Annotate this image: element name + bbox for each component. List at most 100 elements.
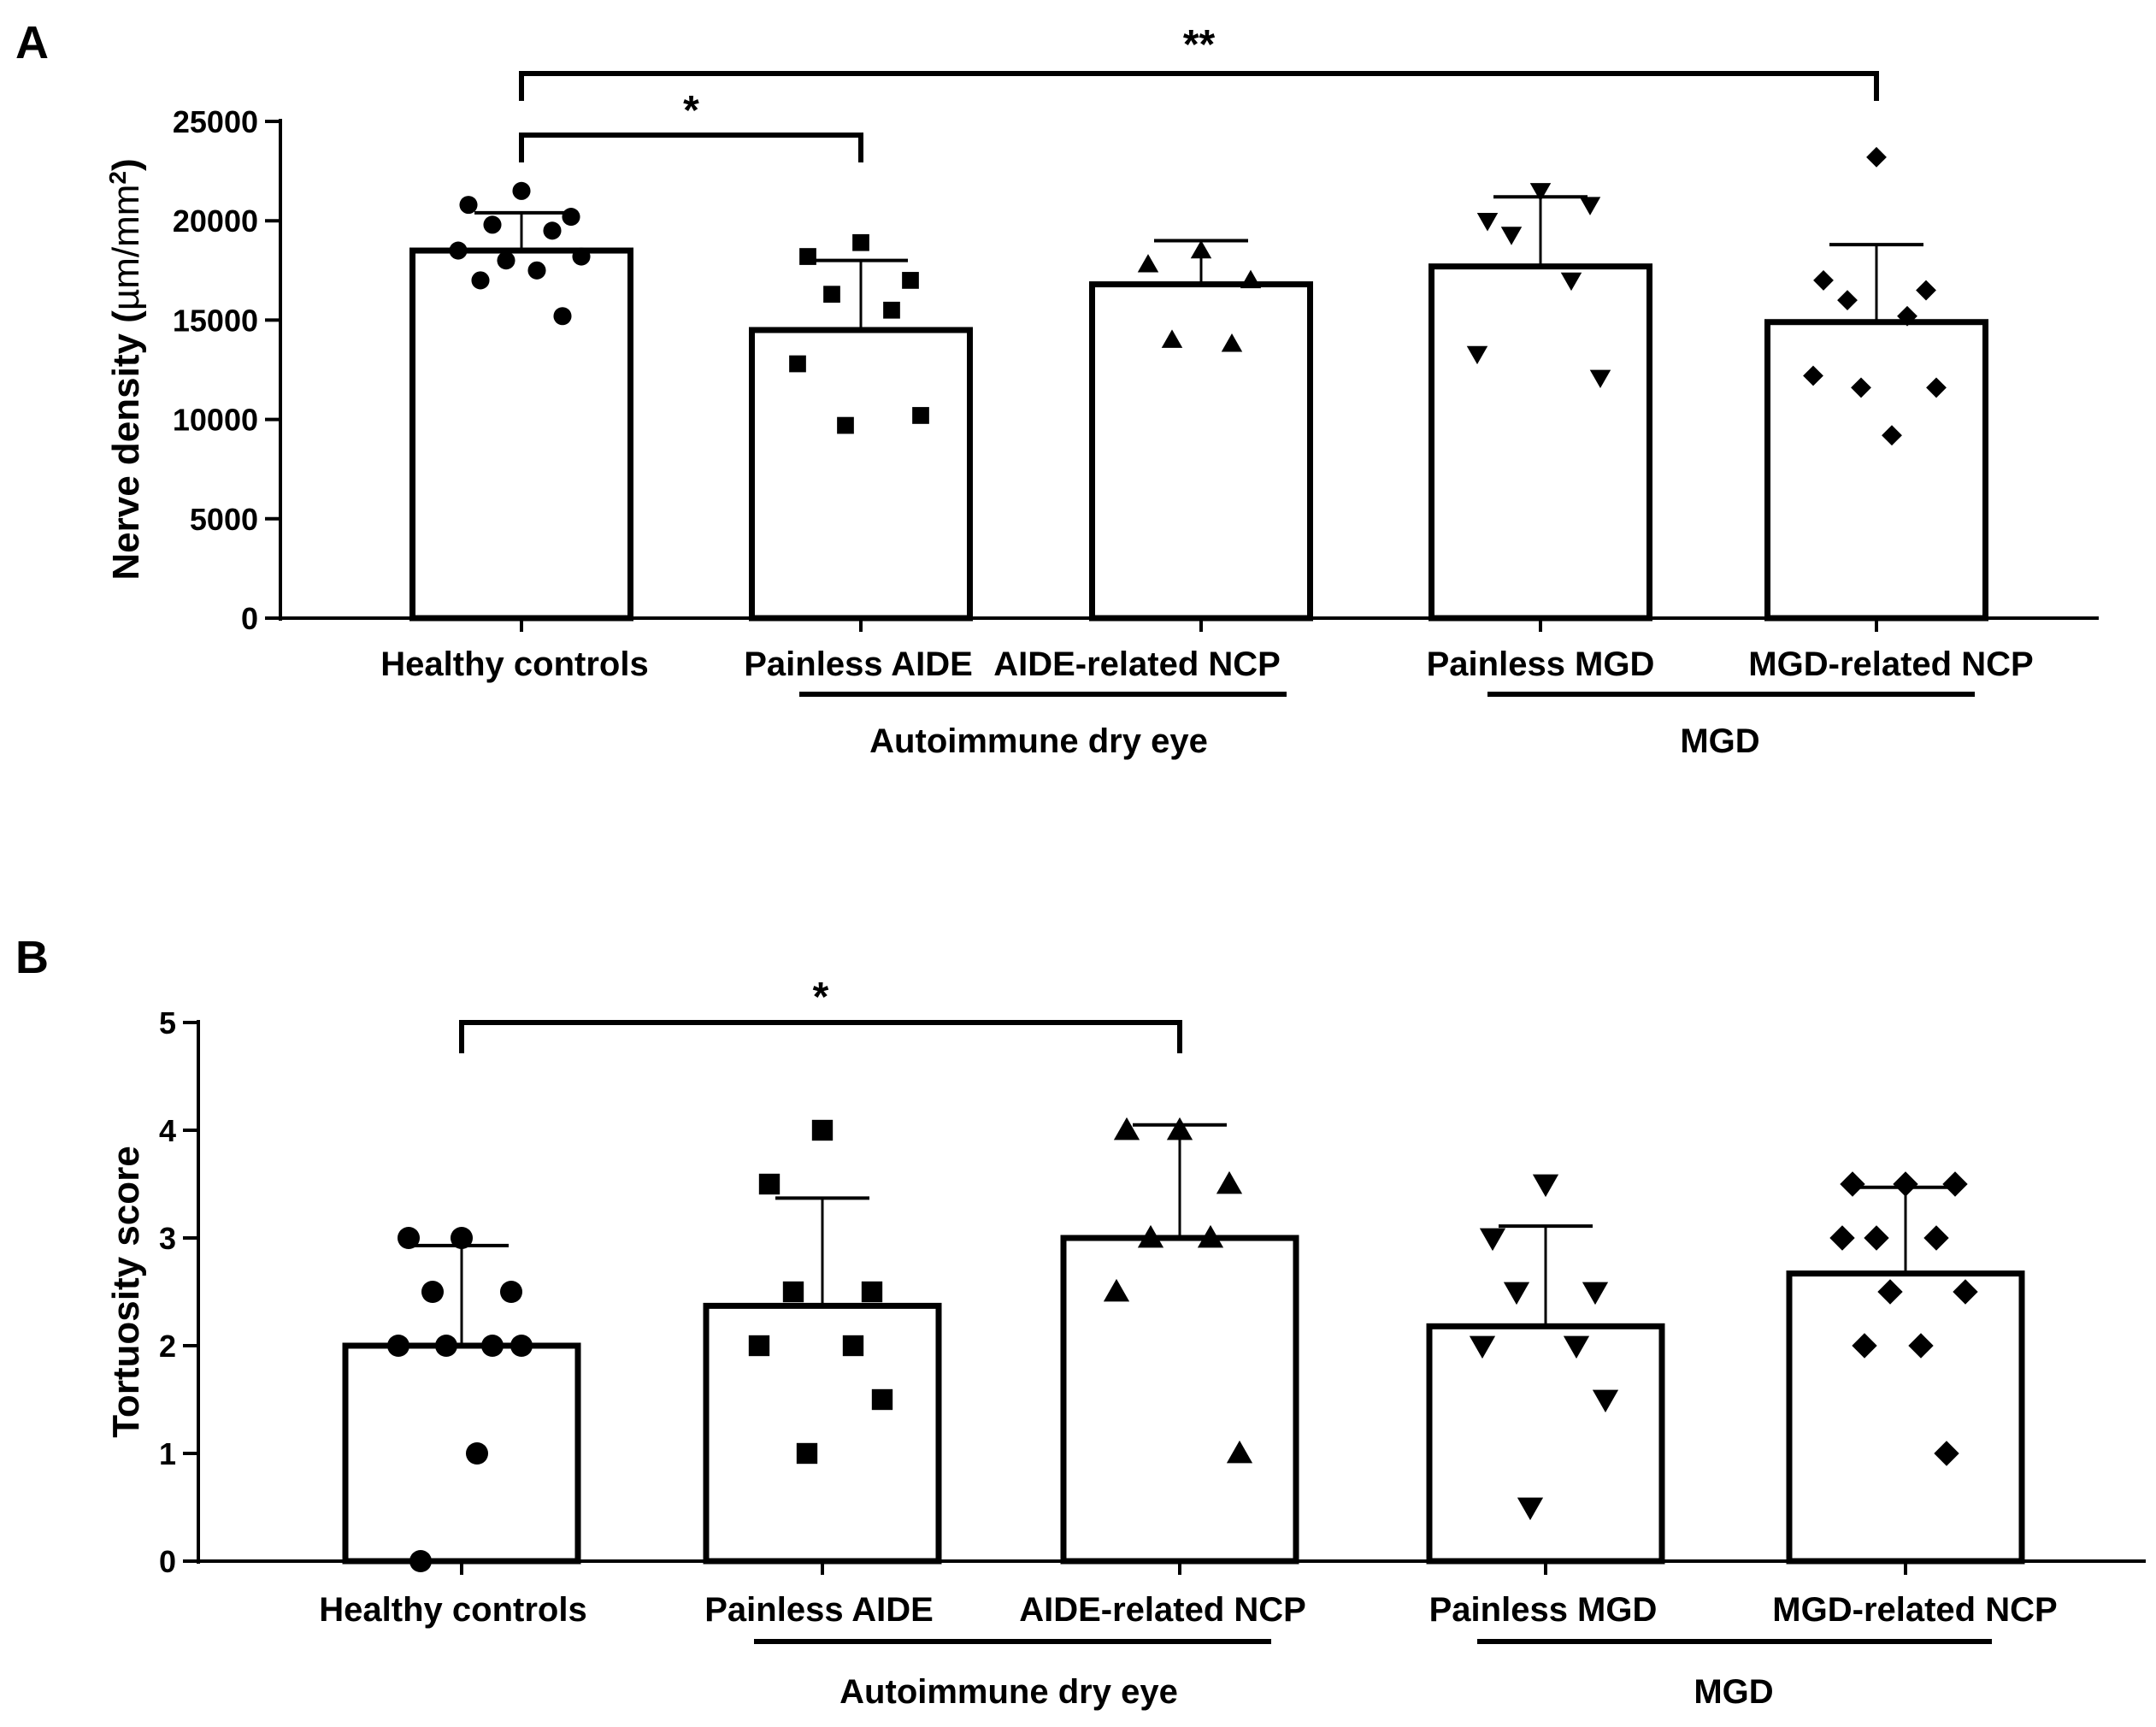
data-point xyxy=(1529,183,1552,202)
data-point xyxy=(1479,1228,1506,1252)
data-point xyxy=(1103,1278,1130,1302)
group-label: Autoimmune dry eye xyxy=(839,1673,1178,1711)
data-point xyxy=(748,1335,770,1357)
data-point xyxy=(842,1335,864,1357)
y-tick-label: 0 xyxy=(241,601,258,636)
data-point xyxy=(1893,1171,1918,1197)
category-label: Painless MGD xyxy=(1429,1591,1658,1629)
data-point xyxy=(1877,1279,1903,1305)
data-point xyxy=(1829,1225,1855,1251)
data-point xyxy=(386,1334,410,1358)
bar xyxy=(1426,1323,1665,1565)
data-point xyxy=(421,1280,445,1304)
data-point xyxy=(1589,369,1611,389)
data-point xyxy=(449,241,468,260)
data-point xyxy=(471,271,490,290)
data-point xyxy=(1923,1225,1949,1251)
data-point xyxy=(1517,1497,1544,1521)
panel-b-letter: B xyxy=(15,932,49,983)
data-point xyxy=(1882,425,1902,446)
data-point xyxy=(450,1226,474,1250)
data-point xyxy=(799,248,816,265)
data-point xyxy=(497,251,515,270)
data-point xyxy=(1942,1171,1968,1197)
data-point xyxy=(1532,1174,1559,1198)
y-tick-label: 3 xyxy=(159,1221,176,1256)
y-axis-title-main: Nerve density ( xyxy=(105,310,147,581)
significance-bracket xyxy=(519,71,1879,101)
data-point xyxy=(1934,1441,1959,1466)
data-point xyxy=(572,247,591,266)
group-label: MGD xyxy=(1680,722,1759,760)
panel-a-chart: 0 5000 10000 15000 20000 25000 Nerve density (… xyxy=(104,22,2099,760)
category-label: Painless MGD xyxy=(1427,645,1655,683)
bar xyxy=(342,1342,581,1565)
y-tick-label: 10000 xyxy=(173,403,258,438)
bar xyxy=(749,327,973,622)
category-label: Healthy controls xyxy=(319,1591,586,1629)
data-point xyxy=(1197,1224,1224,1248)
data-point xyxy=(1916,280,1936,301)
y-axis-title-unit: µm/mm xyxy=(105,185,147,311)
data-point xyxy=(1851,377,1871,398)
panel-b-chart: 0 1 2 3 4 5 Tortuosity score Healthy controls Pa… xyxy=(105,975,2146,1711)
data-point xyxy=(823,286,840,304)
data-point xyxy=(1166,1117,1193,1141)
data-point xyxy=(1908,1333,1934,1359)
significance-label: * xyxy=(683,88,699,133)
data-point xyxy=(912,407,929,424)
y-tick-label: 2 xyxy=(159,1329,176,1364)
y-axis-title-sup: 2 xyxy=(104,171,131,185)
data-point xyxy=(1953,1279,1978,1305)
significance-label: * xyxy=(813,975,829,1020)
y-tick-label: 4 xyxy=(159,1113,176,1148)
y-tick-label: 25000 xyxy=(173,104,258,139)
data-point xyxy=(409,1549,433,1573)
data-point xyxy=(1161,329,1183,348)
bar xyxy=(1089,281,1313,622)
data-point xyxy=(543,221,562,240)
data-point xyxy=(1813,270,1834,291)
data-point xyxy=(1476,213,1499,232)
data-point xyxy=(1469,1335,1496,1359)
y-tick-label: 15000 xyxy=(173,303,258,338)
data-point xyxy=(1592,1389,1619,1413)
panel-a-letter: A xyxy=(15,17,49,68)
category-label: Healthy controls xyxy=(380,645,648,683)
bar xyxy=(409,247,633,622)
data-point xyxy=(1866,146,1887,168)
data-point xyxy=(871,1388,893,1411)
category-label: Painless AIDE xyxy=(704,1591,934,1629)
data-point xyxy=(483,215,502,234)
data-point xyxy=(1840,1171,1865,1197)
group-label: MGD xyxy=(1694,1673,1773,1711)
y-axis-title: Tortuosity score xyxy=(105,1146,147,1437)
data-point xyxy=(553,307,572,326)
bar xyxy=(1428,263,1652,622)
data-point xyxy=(1466,345,1488,365)
data-point xyxy=(499,1280,523,1304)
y-tick-label: 0 xyxy=(159,1544,176,1579)
category-label: MGD-related NCP xyxy=(1748,645,2033,683)
bar xyxy=(703,1302,942,1565)
data-point xyxy=(811,1119,834,1141)
data-point xyxy=(512,181,531,200)
data-point xyxy=(1560,272,1582,292)
significance-bracket xyxy=(459,1020,1182,1053)
category-label: AIDE-related NCP xyxy=(993,645,1281,683)
bar xyxy=(1764,319,1988,622)
data-point xyxy=(562,208,580,227)
y-tick-label: 5000 xyxy=(190,502,258,537)
y-axis-title: Nerve density (µm/mm2) xyxy=(104,158,148,580)
y-axis-title-close: ) xyxy=(105,158,147,171)
y-tick-label: 1 xyxy=(159,1436,176,1471)
data-point xyxy=(796,1442,818,1465)
data-point xyxy=(1137,254,1159,273)
data-point xyxy=(1137,1224,1164,1248)
data-point xyxy=(1190,239,1212,259)
data-point xyxy=(902,272,919,289)
group-label: Autoimmune dry eye xyxy=(869,722,1208,760)
y-tick-label: 20000 xyxy=(173,203,258,239)
data-point xyxy=(1563,1335,1590,1359)
category-label: MGD-related NCP xyxy=(1772,1591,2057,1629)
